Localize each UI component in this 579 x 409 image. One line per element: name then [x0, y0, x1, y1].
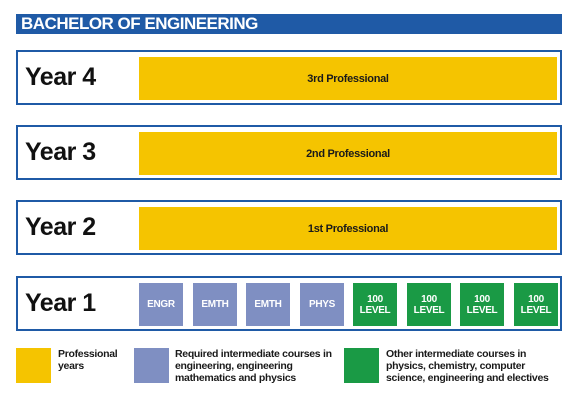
page-title: BACHELOR OF ENGINEERING	[16, 14, 562, 34]
course-box-phys: PHYS	[300, 283, 344, 326]
legend-text-professional: Professional years	[58, 348, 118, 372]
year-3-professional-bar: 2nd Professional	[139, 132, 557, 175]
year-2-label: Year 2	[25, 213, 96, 241]
legend-text-other: Other intermediate courses in physics, c…	[386, 348, 549, 384]
course-box-engr: ENGR	[139, 283, 183, 326]
year-2-row: Year 2 1st Professional	[16, 200, 562, 255]
year-4-row: Year 4 3rd Professional	[16, 50, 562, 105]
year-3-label: Year 3	[25, 138, 96, 166]
year-1-label: Year 1	[25, 289, 96, 317]
course-box-100-level: 100 LEVEL	[353, 283, 397, 326]
legend-swatch-required	[134, 348, 169, 383]
year-4-label: Year 4	[25, 63, 96, 91]
year-1-row: Year 1 ENGR EMTH EMTH PHYS 100 LEVEL 100…	[16, 276, 562, 331]
legend-swatch-professional	[16, 348, 51, 383]
course-box-100-level: 100 LEVEL	[460, 283, 504, 326]
course-box-100-level: 100 LEVEL	[407, 283, 451, 326]
legend-swatch-other	[344, 348, 379, 383]
year-3-row: Year 3 2nd Professional	[16, 125, 562, 180]
course-box-emth: EMTH	[246, 283, 290, 326]
course-box-emth: EMTH	[193, 283, 237, 326]
year-4-professional-bar: 3rd Professional	[139, 57, 557, 100]
legend-text-required: Required intermediate courses in enginee…	[175, 348, 332, 384]
year-2-professional-bar: 1st Professional	[139, 207, 557, 250]
course-box-100-level: 100 LEVEL	[514, 283, 558, 326]
